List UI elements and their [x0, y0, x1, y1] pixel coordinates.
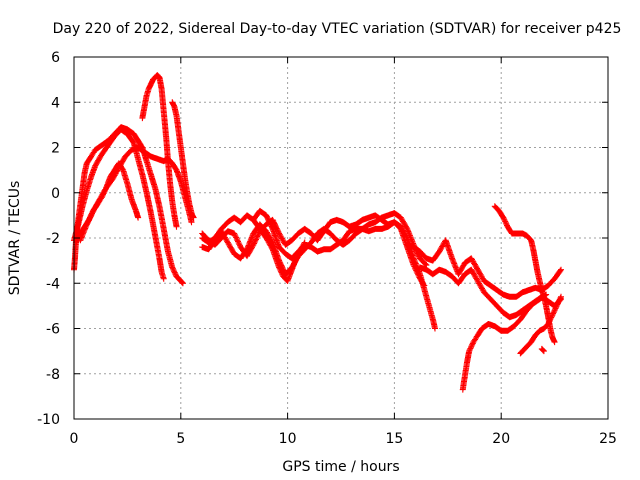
marker-path: [169, 99, 197, 221]
y-tick-label: 6: [51, 50, 60, 66]
marker-path: [77, 144, 195, 244]
marker-path: [517, 293, 564, 357]
y-tick-label: -4: [46, 276, 60, 292]
x-tick-label: 15: [385, 431, 403, 447]
y-tick-label: -6: [46, 322, 60, 338]
marker-path: [459, 291, 550, 393]
track-5: [139, 72, 180, 230]
x-tick-labels: 0 5 10 15 20 25: [70, 431, 617, 447]
track-9: [199, 219, 428, 289]
x-tick-label: 20: [492, 431, 510, 447]
y-tick-label: 4: [51, 95, 60, 111]
y-axis-label: SDTVAR / TECUs: [7, 181, 23, 296]
track-6: [169, 99, 197, 221]
track-16: [538, 345, 547, 355]
track-4: [77, 144, 195, 244]
x-tick-label: 25: [599, 431, 617, 447]
x-tick-label: 10: [279, 431, 297, 447]
y-tick-label: -8: [46, 367, 60, 383]
x-tick-label: 0: [70, 431, 79, 447]
grid-lines: [74, 57, 608, 419]
marker-path: [71, 126, 167, 282]
y-tick-label: -2: [46, 231, 60, 247]
track-13: [459, 291, 550, 393]
chart-title: Day 220 of 2022, Sidereal Day-to-day VTE…: [53, 21, 622, 37]
y-tick-labels: -10 -8 -6 -4 -2 0 2 4 6: [37, 50, 60, 428]
y-tick-label: -10: [37, 412, 60, 428]
marker-path: [250, 216, 308, 284]
track-10: [250, 216, 308, 284]
x-axis-label: GPS time / hours: [282, 459, 399, 475]
marker-path: [139, 72, 180, 230]
data-points: [71, 72, 564, 393]
x-tick-label: 5: [176, 431, 185, 447]
y-tick-label: 2: [51, 141, 60, 157]
track-15: [517, 293, 564, 357]
marker-path: [199, 219, 428, 289]
marker-path: [538, 345, 547, 355]
y-tick-label: 0: [51, 186, 60, 202]
track-2: [71, 126, 167, 282]
axis-ticks: [73, 56, 609, 420]
